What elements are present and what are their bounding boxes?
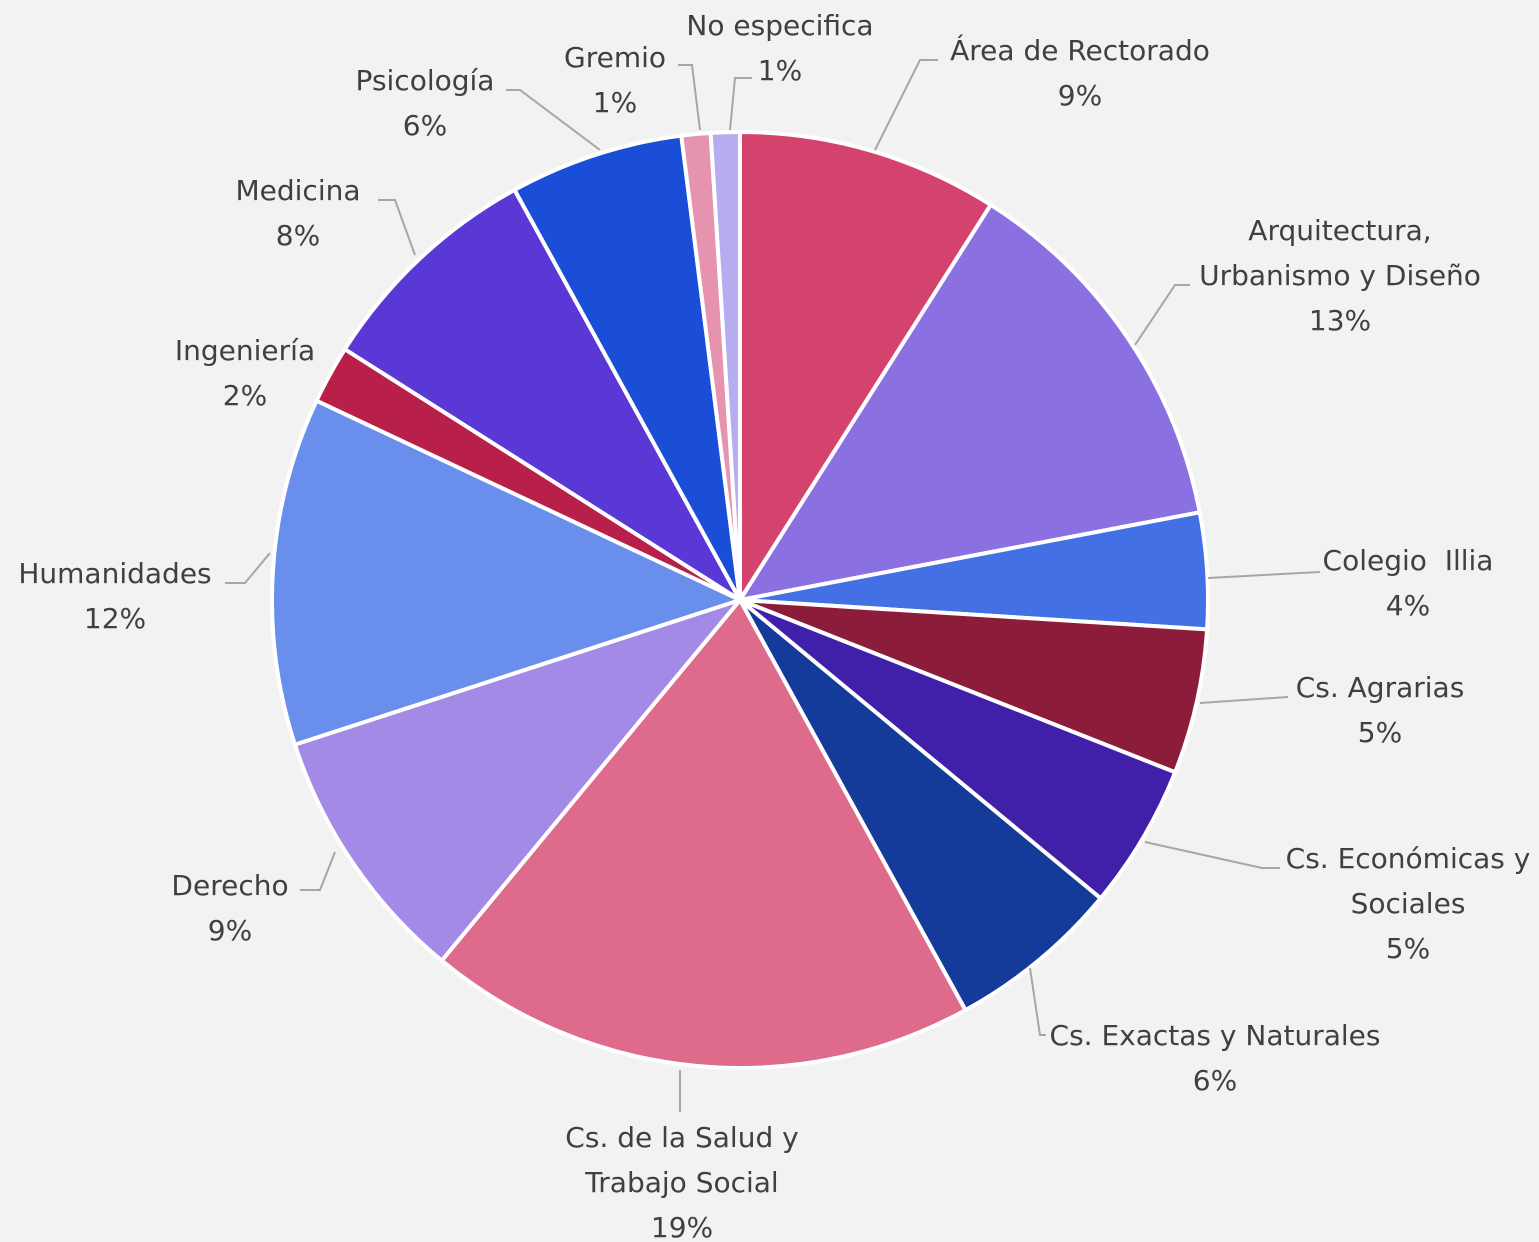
pie-slice bbox=[738, 202, 1202, 602]
slice-label: Colegio Illia 4% bbox=[1323, 538, 1494, 628]
value-label: 8% bbox=[275, 219, 321, 252]
category-label: Cs. Agrarias bbox=[1295, 671, 1465, 704]
pie-slice bbox=[738, 598, 1210, 775]
leader-line bbox=[1029, 967, 1046, 1036]
pie-slice bbox=[512, 133, 742, 602]
leader-line bbox=[729, 77, 752, 131]
category-label: Cs. Económicas y Sociales bbox=[1285, 842, 1531, 920]
category-label: Ingeniería bbox=[174, 334, 316, 367]
leader-line bbox=[1144, 841, 1280, 869]
leader-line bbox=[874, 59, 938, 151]
leader-line bbox=[378, 199, 416, 256]
leader-line bbox=[1134, 284, 1190, 346]
slice-label: Gremio 1% bbox=[564, 35, 666, 125]
category-label: Derecho bbox=[171, 869, 289, 902]
slice-label: Ingeniería 2% bbox=[175, 328, 315, 418]
pie-slice bbox=[738, 598, 1178, 901]
leader-line bbox=[300, 851, 336, 891]
category-label: Psicología bbox=[355, 64, 495, 97]
pie-slice bbox=[439, 598, 968, 1070]
value-label: 1% bbox=[757, 54, 803, 87]
value-label: 5% bbox=[1357, 716, 1403, 749]
slice-label: Medicina 8% bbox=[235, 168, 360, 258]
category-label: Humanidades bbox=[18, 557, 212, 590]
slice-label: Arquitectura, Urbanismo y Diseño 13% bbox=[1199, 208, 1481, 343]
category-label: Cs. de la Salud y Trabajo Social bbox=[565, 1121, 799, 1199]
slice-label: Derecho 9% bbox=[171, 863, 288, 953]
slice-label: Cs. Agrarias 5% bbox=[1296, 665, 1465, 755]
value-label: 4% bbox=[1385, 589, 1431, 622]
pie-slice bbox=[738, 598, 1103, 1013]
slice-label: Humanidades 12% bbox=[18, 551, 211, 641]
pie-slice bbox=[738, 130, 993, 602]
value-label: 2% bbox=[222, 379, 268, 412]
value-label: 12% bbox=[83, 602, 147, 635]
category-label: Medicina bbox=[235, 174, 361, 207]
value-label: 6% bbox=[402, 109, 448, 142]
slice-label: Cs. de la Salud y Trabajo Social 19% bbox=[565, 1115, 798, 1242]
slice-label: Cs. Exactas y Naturales 6% bbox=[1050, 1013, 1381, 1103]
value-label: 6% bbox=[1192, 1064, 1238, 1097]
pie-slice bbox=[342, 187, 742, 602]
slice-label: Cs. Económicas y Sociales 5% bbox=[1286, 836, 1531, 971]
pie-slice bbox=[292, 598, 742, 963]
category-label: Arquitectura, Urbanismo y Diseño bbox=[1199, 214, 1481, 292]
pie-slice bbox=[708, 130, 742, 602]
pie-slice bbox=[270, 398, 742, 747]
value-label: 1% bbox=[592, 86, 638, 119]
leader-line bbox=[225, 552, 271, 584]
slice-label: Área de Rectorado 9% bbox=[950, 28, 1210, 118]
category-label: Cs. Exactas y Naturales bbox=[1049, 1019, 1381, 1052]
value-label: 5% bbox=[1385, 932, 1431, 965]
leader-line bbox=[1207, 571, 1321, 579]
slice-label: No especifica 1% bbox=[686, 3, 873, 93]
category-label: Área de Rectorado bbox=[950, 34, 1210, 67]
slice-label: Psicología 6% bbox=[356, 58, 495, 148]
category-label: No especifica bbox=[686, 9, 874, 42]
value-label: 19% bbox=[650, 1211, 714, 1242]
category-label: Gremio bbox=[563, 41, 667, 74]
value-label: 9% bbox=[207, 914, 253, 947]
value-label: 9% bbox=[1057, 79, 1103, 112]
leader-line bbox=[1199, 696, 1289, 704]
leader-line bbox=[678, 64, 701, 131]
value-label: 13% bbox=[1308, 304, 1372, 337]
category-label: Colegio Illia bbox=[1322, 544, 1494, 577]
leader-line bbox=[506, 89, 601, 151]
